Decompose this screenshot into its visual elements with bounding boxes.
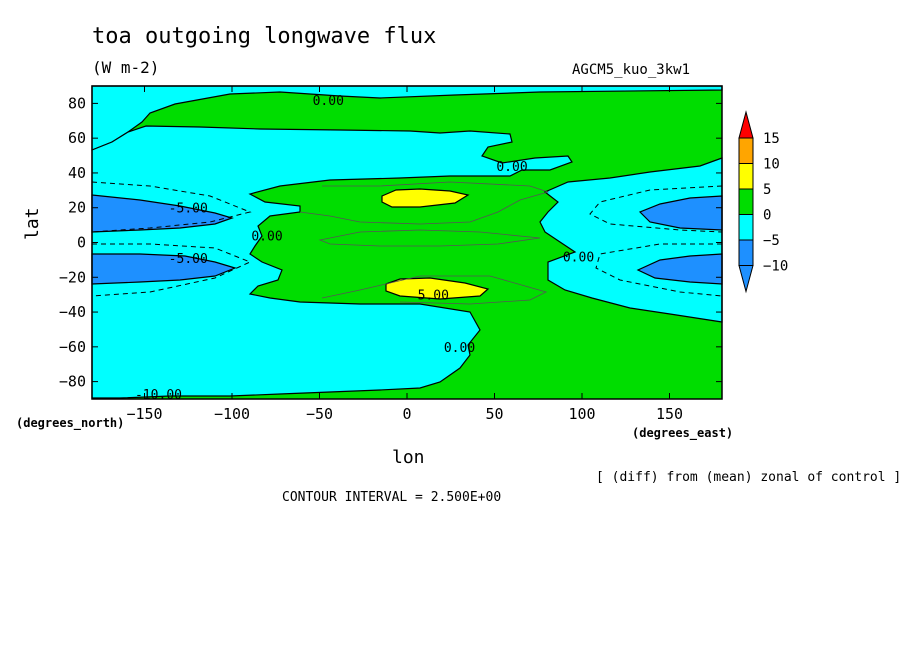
- y-axis-ticks: −80 −60 −40 −20 0 20 40 60 80: [59, 94, 722, 391]
- colorbar-band: [738, 239, 754, 266]
- x-tick-label: 100: [568, 405, 595, 423]
- contour-label: -5.00: [169, 202, 208, 217]
- y-tick-label: 40: [68, 164, 86, 182]
- x-tick-label: −50: [306, 405, 333, 423]
- blue-region-east-south: [636, 253, 723, 285]
- colorbar-band: [738, 188, 754, 215]
- y-tick-label: 80: [68, 94, 86, 112]
- x-axis-label: lon: [392, 447, 425, 468]
- y-tick-label: −20: [59, 268, 86, 286]
- colorbar-band: [738, 214, 754, 241]
- blue-region-west-north: [91, 194, 234, 233]
- colorbar-tick-label: 15: [763, 131, 780, 147]
- contour-label: 5.00: [418, 289, 449, 304]
- contour-label: 0.00: [251, 230, 282, 245]
- y-tick-label: −40: [59, 303, 86, 321]
- thin-contour-lines: [299, 181, 550, 305]
- colorbar-bottom-arrow: [738, 265, 754, 294]
- dashed-negative-contours: [91, 181, 723, 297]
- x-tick-label: −150: [126, 405, 162, 423]
- cyan-region-arctic-west: [91, 125, 573, 399]
- colorbar-band: [738, 163, 754, 190]
- contour-label: 0.00: [444, 341, 475, 356]
- yellow-region-south: [385, 277, 490, 300]
- x-tick-label: −100: [214, 405, 250, 423]
- y-tick-label: 60: [68, 129, 86, 147]
- y-tick-label: −60: [59, 338, 86, 356]
- y-axis-label: lat: [22, 207, 43, 240]
- contour-labels: 0.00 0.00 -5.00 0.00 -5.00 0.00 5.00 0.00 -10.00: [135, 94, 594, 403]
- y-tick-label: 0: [77, 234, 86, 252]
- contour-label: 0.00: [313, 94, 344, 109]
- run-label: AGCM5_kuo_3kw1: [572, 62, 691, 78]
- y-tick-label: 20: [68, 199, 86, 217]
- colorbar-tick-label: 0: [763, 208, 771, 224]
- yellow-region-north: [381, 188, 470, 208]
- contour-interval: CONTOUR INTERVAL = 2.500E+00: [282, 490, 502, 505]
- contour-label: 0.00: [563, 250, 594, 265]
- chart-units: (W m-2): [92, 58, 160, 77]
- blue-region-east-north: [638, 195, 723, 231]
- colorbar-top-arrow: [738, 110, 754, 139]
- x-tick-label: 0: [402, 405, 411, 423]
- x-tick-label: 50: [485, 405, 503, 423]
- x-axis-units: (degrees_east): [632, 426, 734, 440]
- blue-region-west-south: [91, 253, 237, 285]
- positive-anomaly-regions: [381, 188, 490, 300]
- strong-negative-regions: [91, 194, 723, 285]
- x-tick-label: 150: [656, 405, 683, 423]
- colorbar-tick-label: 5: [763, 182, 771, 198]
- contour-label: -5.00: [169, 252, 208, 267]
- diff-note: [ (diff) from (mean) zonal of control ]: [596, 470, 902, 485]
- chart-title: toa outgoing longwave flux: [92, 24, 437, 49]
- x-axis-ticks: −150 −100 −50 0 50 100 150: [126, 86, 683, 423]
- colorbar-band: [738, 137, 754, 164]
- colorbar-tick-label: 10: [763, 157, 780, 173]
- colorbar: 15 10 5 0 −5 −10: [738, 110, 788, 294]
- y-axis-units: (degrees_north): [16, 416, 125, 430]
- contour-label: -10.00: [135, 388, 182, 403]
- contour-label: 0.00: [496, 160, 527, 175]
- y-tick-label: −80: [59, 373, 86, 391]
- colorbar-tick-label: −5: [763, 233, 780, 249]
- colorbar-tick-label: −10: [763, 259, 788, 275]
